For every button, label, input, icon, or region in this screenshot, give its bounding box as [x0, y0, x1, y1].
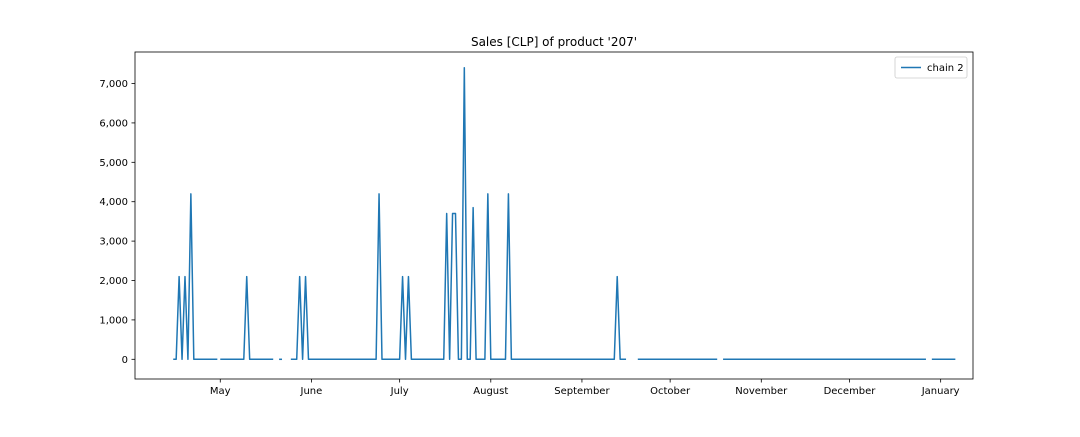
x-tick-label: January	[921, 386, 960, 397]
y-tick-label: 7,000	[99, 79, 128, 90]
legend: chain 2	[894, 56, 968, 79]
x-tick-label: May	[210, 386, 231, 397]
y-tick-label: 5,000	[99, 158, 128, 169]
y-tick-label: 1,000	[99, 315, 128, 326]
x-tick-label: July	[390, 386, 409, 397]
series-line-segment	[290, 67, 627, 361]
series-line-segment	[173, 193, 218, 361]
y-tick-label: 6,000	[99, 118, 128, 129]
plot-area	[173, 67, 956, 361]
series-line-segment	[220, 275, 274, 361]
y-tick-label: 4,000	[99, 197, 128, 208]
x-tick-label: December	[824, 386, 877, 397]
x-tick-label: September	[554, 386, 610, 397]
y-tick-label: 2,000	[99, 276, 128, 287]
y-tick-label: 3,000	[99, 237, 128, 248]
plot-frame	[134, 51, 974, 380]
y-tick-label: 0	[122, 355, 128, 366]
x-tick-label: October	[650, 386, 691, 397]
axes: 0 1,000 2,000 3,000 4,000 5,000 6,000 7,000 May J…	[99, 51, 974, 397]
x-tick-label: November	[735, 386, 788, 397]
legend-label: chain 2	[927, 63, 964, 74]
chart-title: Sales [CLP] of product '207'	[471, 35, 637, 49]
x-tick-label: August	[473, 386, 508, 397]
legend-box	[894, 56, 968, 79]
x-tick-label: June	[300, 386, 323, 397]
